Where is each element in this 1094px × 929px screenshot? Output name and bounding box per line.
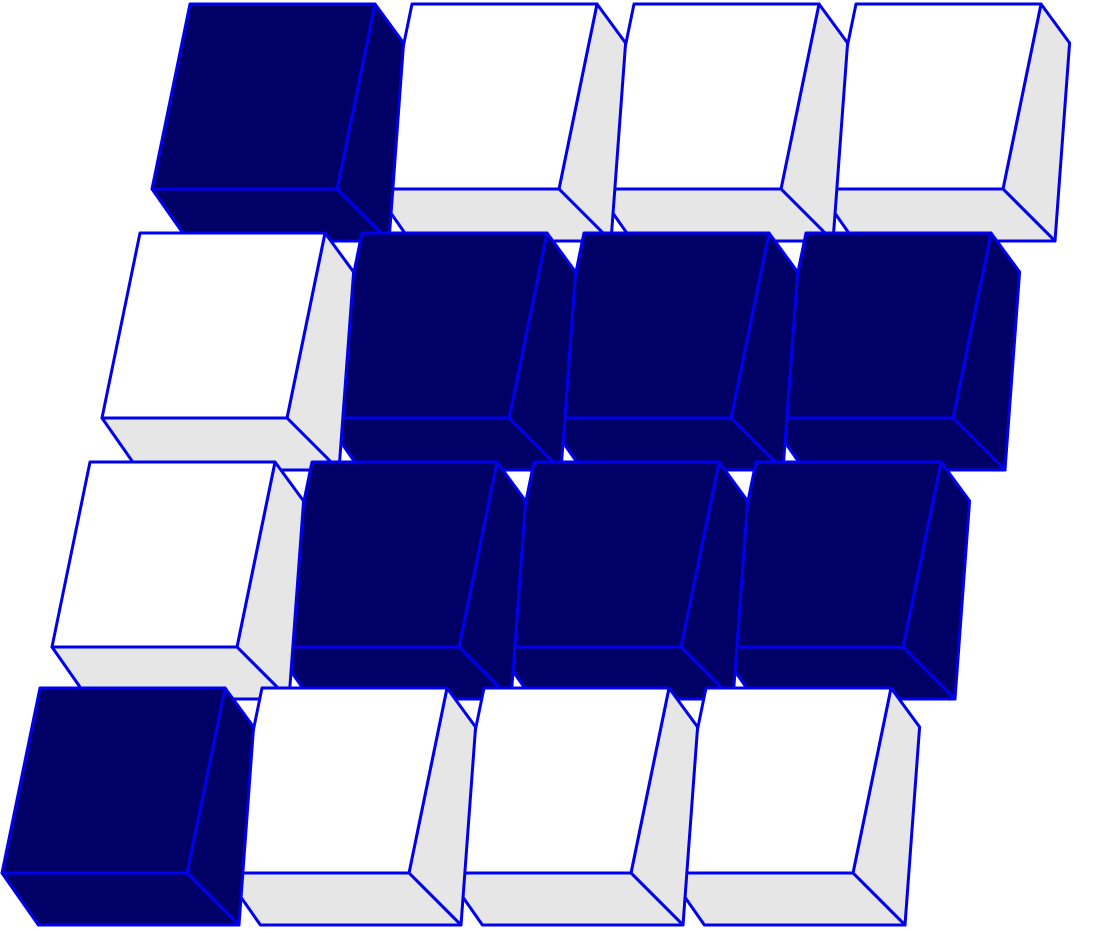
filled-tile-r2-c4[interactable]	[766, 231, 1022, 472]
empty-tile-r1-c2[interactable]	[372, 2, 628, 243]
tile-front-face	[0, 686, 227, 875]
tile-front-face	[50, 460, 277, 649]
tile-front-face	[766, 231, 993, 420]
empty-tile-r1-c3[interactable]	[594, 2, 850, 243]
empty-tile-r2-c1[interactable]	[100, 231, 356, 472]
tile-front-face	[594, 2, 821, 191]
filled-tile-r4-c1[interactable]	[0, 686, 256, 927]
tile-front-face	[150, 2, 377, 191]
tile-front-face	[716, 460, 943, 649]
tile-front-face	[544, 231, 771, 420]
tile-front-face	[272, 460, 499, 649]
empty-tile-r4-c2[interactable]	[222, 686, 478, 927]
filled-tile-r3-c3[interactable]	[494, 460, 750, 701]
filled-tile-r2-c2[interactable]	[322, 231, 578, 472]
filled-tile-r3-c2[interactable]	[272, 460, 528, 701]
tile-front-face	[372, 2, 599, 191]
filled-tile-r1-c1[interactable]	[150, 2, 406, 243]
filled-tile-r3-c4[interactable]	[716, 460, 972, 701]
tile-front-face	[494, 460, 721, 649]
empty-tile-r4-c3[interactable]	[444, 686, 700, 927]
tile-front-face	[816, 2, 1043, 191]
tile-front-face	[222, 686, 449, 875]
tile-front-face	[666, 686, 893, 875]
tile-front-face	[444, 686, 671, 875]
tile-front-face	[322, 231, 549, 420]
empty-tile-r3-c1[interactable]	[50, 460, 306, 701]
tile-front-face	[100, 231, 327, 420]
empty-tile-r1-c4[interactable]	[816, 2, 1072, 243]
filled-tile-r2-c3[interactable]	[544, 231, 800, 472]
empty-tile-r4-c4[interactable]	[666, 686, 922, 927]
